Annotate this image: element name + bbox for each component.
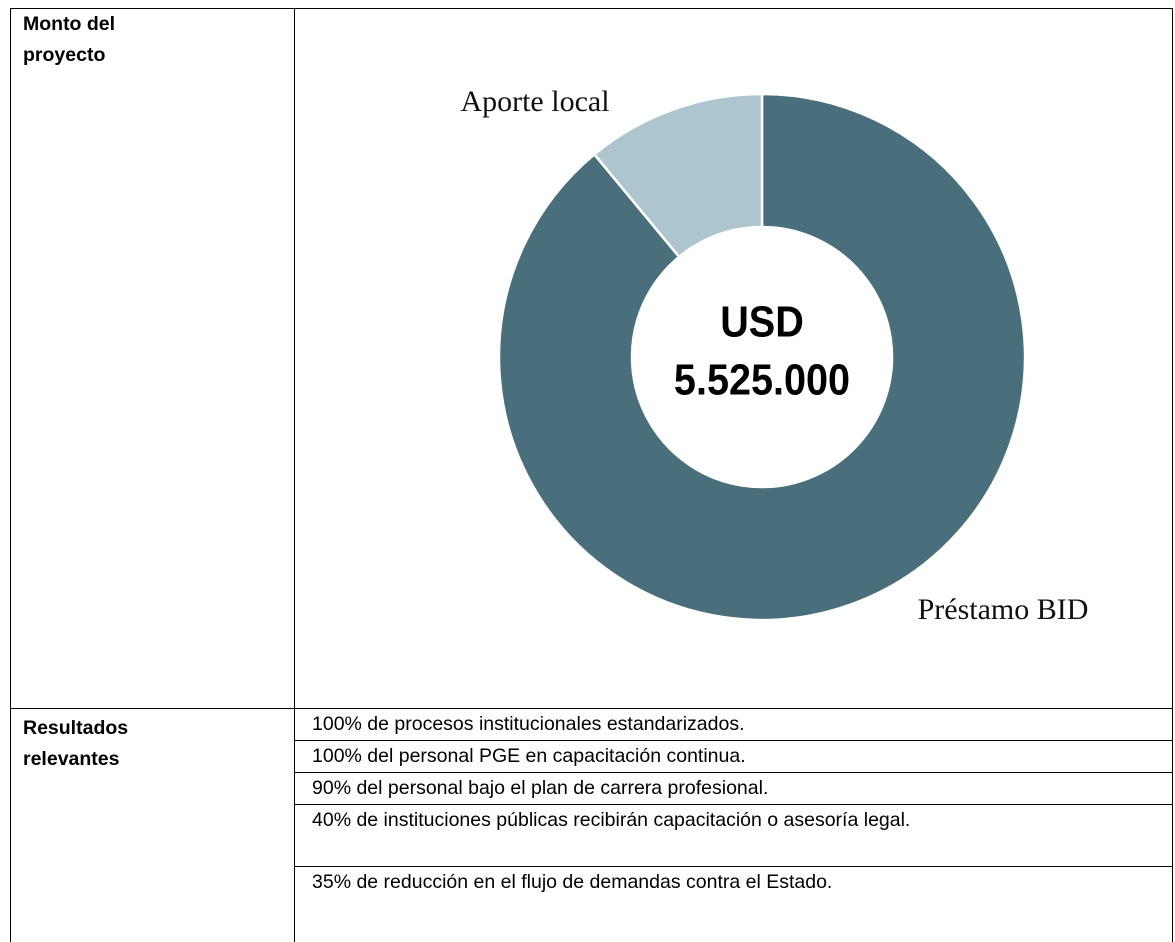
result-item: 35% de reducción en el flujo de demandas… <box>294 866 1173 942</box>
center-label: 5.525.000 <box>674 355 850 404</box>
center-label: USD <box>720 297 804 346</box>
row-label: Monto del proyecto <box>10 8 295 709</box>
result-item: 100% de procesos institucionales estanda… <box>294 708 1173 741</box>
slice-label: Préstamo BID <box>918 593 1089 626</box>
donut-slice <box>497 92 1027 622</box>
slice-label: Aporte local <box>460 85 609 118</box>
result-item: 40% de instituciones públicas recibirán … <box>294 804 1173 867</box>
donut-slice <box>592 92 764 259</box>
